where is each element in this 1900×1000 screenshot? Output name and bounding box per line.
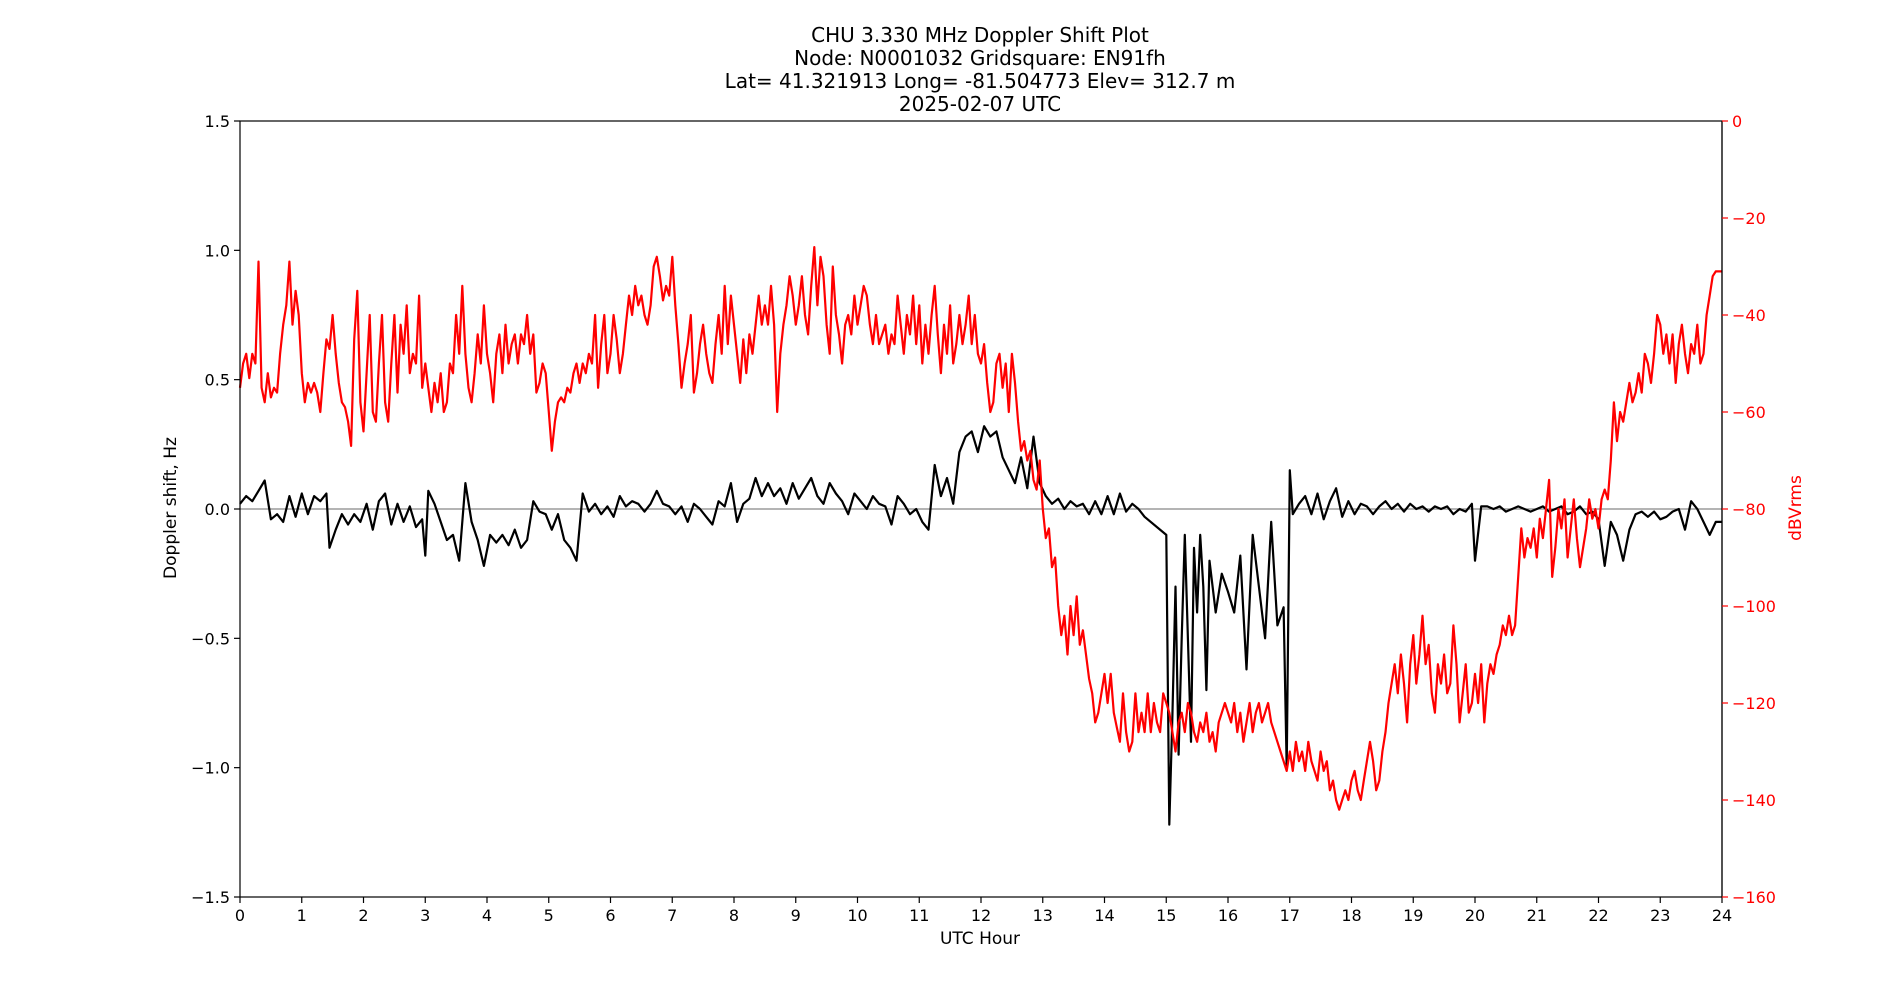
plot-area xyxy=(238,120,1723,898)
x-tick-label: 8 xyxy=(729,906,739,925)
title-line-4: 2025-02-07 UTC xyxy=(899,92,1061,116)
x-tick-label: 22 xyxy=(1588,906,1608,925)
y-left-tick-label: 1.0 xyxy=(205,241,230,260)
y-right-tick-label: −40 xyxy=(1732,306,1766,325)
doppler-series-line xyxy=(239,425,1722,826)
y-left-tick-label: 0.0 xyxy=(205,500,230,519)
x-tick-label: 15 xyxy=(1156,906,1176,925)
y-left-tick-label: −1.0 xyxy=(191,759,230,778)
y-right-tick-label: −60 xyxy=(1732,403,1766,422)
chart-title: CHU 3.330 MHz Doppler Shift Plot Node: N… xyxy=(725,23,1236,116)
x-tick-label: 20 xyxy=(1465,906,1485,925)
axis-ticks: 0 1 2 3 4 5 6 7 8 9 10 11 12 13 14 15 16 17 18 19 20 21 22 23 24… xyxy=(191,112,1776,925)
title-line-2: Node: N0001032 Gridsquare: EN91fh xyxy=(794,46,1166,70)
x-tick-label: 13 xyxy=(1033,906,1053,925)
y-right-tick-label: 0 xyxy=(1732,112,1742,131)
y-right-tick-label: −80 xyxy=(1732,500,1766,519)
y-right-tick-label: −140 xyxy=(1732,791,1776,810)
y-axis-left-label: Doppler shift, Hz xyxy=(161,437,181,579)
x-tick-label: 5 xyxy=(544,906,554,925)
title-line-1: CHU 3.330 MHz Doppler Shift Plot xyxy=(811,23,1149,47)
x-tick-label: 1 xyxy=(297,906,307,925)
x-tick-label: 6 xyxy=(605,906,615,925)
y-left-tick-label: 1.5 xyxy=(205,112,230,131)
x-tick-label: 2 xyxy=(358,906,368,925)
y-right-tick-label: −160 xyxy=(1732,888,1776,907)
power-series-line xyxy=(238,246,1722,811)
x-tick-label: 3 xyxy=(420,906,430,925)
x-tick-label: 11 xyxy=(909,906,929,925)
x-tick-label: 21 xyxy=(1527,906,1547,925)
y-right-tick-label: −100 xyxy=(1732,597,1776,616)
x-tick-label: 24 xyxy=(1712,906,1732,925)
x-tick-label: 17 xyxy=(1280,906,1300,925)
y-left-tick-label: −1.5 xyxy=(191,888,230,907)
y-right-tick-label: −120 xyxy=(1732,694,1776,713)
y-axis-right-label: dBVrms xyxy=(1786,475,1806,541)
x-tick-label: 19 xyxy=(1403,906,1423,925)
y-left-tick-label: 0.5 xyxy=(205,371,230,390)
x-tick-label: 9 xyxy=(791,906,801,925)
x-tick-label: 14 xyxy=(1094,906,1114,925)
y-left-tick-label: −0.5 xyxy=(191,629,230,648)
x-tick-label: 23 xyxy=(1650,906,1670,925)
x-tick-label: 10 xyxy=(847,906,867,925)
x-tick-label: 12 xyxy=(971,906,991,925)
x-tick-label: 16 xyxy=(1218,906,1238,925)
y-right-tick-label: −20 xyxy=(1732,209,1766,228)
x-axis-label: UTC Hour xyxy=(940,929,1020,949)
x-tick-label: 4 xyxy=(482,906,492,925)
x-tick-label: 18 xyxy=(1341,906,1361,925)
x-tick-label: 0 xyxy=(235,906,245,925)
title-line-3: Lat= 41.321913 Long= -81.504773 Elev= 31… xyxy=(725,69,1236,93)
x-tick-label: 7 xyxy=(667,906,677,925)
